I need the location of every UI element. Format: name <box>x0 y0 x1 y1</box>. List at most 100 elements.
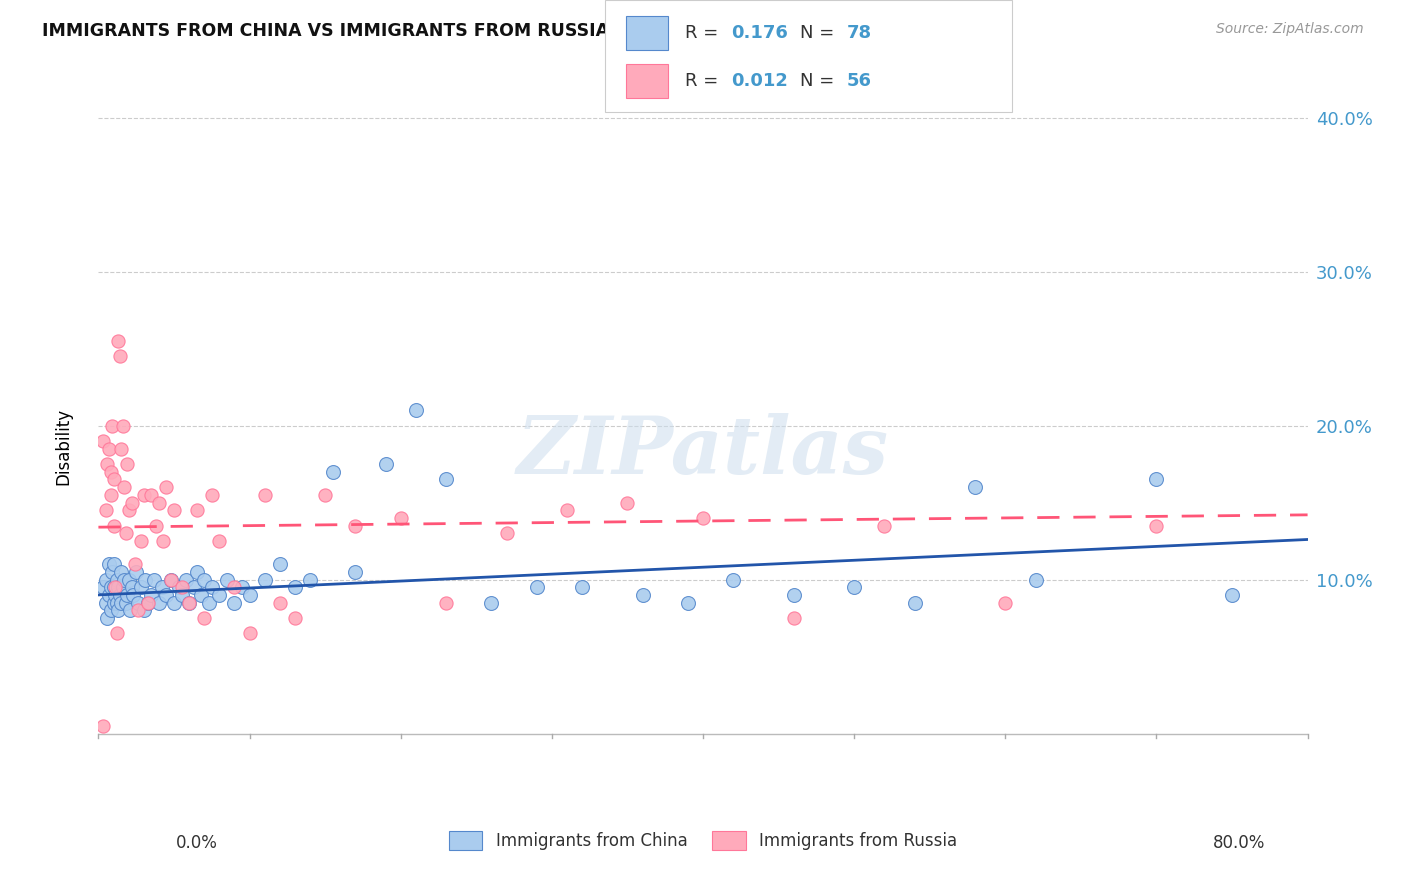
Point <box>101 418 124 433</box>
Point <box>134 573 156 587</box>
Point <box>103 596 125 610</box>
Point <box>239 588 262 602</box>
Point <box>1024 573 1046 587</box>
Point <box>616 495 638 509</box>
Text: 78: 78 <box>846 24 872 42</box>
Point <box>389 511 412 525</box>
Point <box>148 495 170 509</box>
Point <box>105 596 128 610</box>
Point <box>163 596 186 610</box>
Point <box>107 334 129 348</box>
Point <box>526 580 548 594</box>
Point <box>197 596 219 610</box>
Point <box>873 518 896 533</box>
Text: IMMIGRANTS FROM CHINA VS IMMIGRANTS FROM RUSSIA DISABILITY CORRELATION CHART: IMMIGRANTS FROM CHINA VS IMMIGRANTS FROM… <box>42 22 939 40</box>
Point <box>193 611 215 625</box>
Point <box>129 580 152 594</box>
Point <box>571 580 593 594</box>
Point <box>183 580 205 594</box>
Point <box>344 565 367 579</box>
Point <box>110 596 132 610</box>
Text: ZIPatlas: ZIPatlas <box>517 413 889 491</box>
Point <box>434 472 457 486</box>
Point <box>224 580 246 594</box>
Point <box>152 534 174 549</box>
Point <box>299 573 322 587</box>
Point <box>143 573 166 587</box>
Point <box>201 488 224 502</box>
Point <box>100 488 122 502</box>
Point <box>145 518 167 533</box>
Point <box>132 488 155 502</box>
Point <box>170 588 193 602</box>
Point <box>284 580 307 594</box>
Point <box>783 588 806 602</box>
Point <box>141 588 163 602</box>
Point <box>208 588 231 602</box>
Point <box>103 472 125 486</box>
Point <box>105 626 128 640</box>
Point <box>150 580 173 594</box>
Point <box>100 580 122 594</box>
Point <box>132 603 155 617</box>
Point <box>141 488 163 502</box>
Point <box>125 565 148 579</box>
Point <box>224 596 246 610</box>
Point <box>160 573 183 587</box>
Point <box>104 580 127 594</box>
Point <box>190 588 212 602</box>
Point <box>1144 518 1167 533</box>
Text: Disability: Disability <box>55 408 72 484</box>
Point <box>121 580 143 594</box>
Text: R =: R = <box>685 24 724 42</box>
Point <box>170 580 193 594</box>
Point <box>115 588 138 602</box>
Legend: Immigrants from China, Immigrants from Russia: Immigrants from China, Immigrants from R… <box>443 824 963 856</box>
Point <box>112 573 135 587</box>
Point <box>179 596 201 610</box>
Point <box>136 596 159 610</box>
Point <box>965 480 987 494</box>
Point <box>121 495 143 509</box>
Point <box>103 580 125 594</box>
Point <box>495 526 517 541</box>
Point <box>231 580 253 594</box>
Point <box>122 588 145 602</box>
Point <box>105 573 128 587</box>
Point <box>96 611 118 625</box>
Point <box>94 503 117 517</box>
Point <box>91 580 114 594</box>
Point <box>186 503 208 517</box>
Point <box>322 465 344 479</box>
Point <box>994 596 1017 610</box>
Text: R =: R = <box>685 72 724 90</box>
Point <box>284 611 307 625</box>
Text: 0.012: 0.012 <box>731 72 787 90</box>
Point <box>100 465 122 479</box>
Point <box>155 588 177 602</box>
Point <box>98 442 121 456</box>
Point <box>374 457 396 471</box>
Point <box>107 603 129 617</box>
Point <box>107 580 129 594</box>
Point <box>692 511 714 525</box>
Point <box>103 557 125 571</box>
Point <box>239 626 262 640</box>
Point <box>201 580 224 594</box>
Point <box>631 588 654 602</box>
Point <box>269 557 291 571</box>
Text: N =: N = <box>800 72 839 90</box>
Text: 56: 56 <box>846 72 872 90</box>
Text: 80.0%: 80.0% <box>1213 834 1265 852</box>
Point <box>115 457 138 471</box>
Point <box>314 488 336 502</box>
Point <box>127 596 149 610</box>
Point <box>167 580 190 594</box>
Text: Source: ZipAtlas.com: Source: ZipAtlas.com <box>1216 22 1364 37</box>
Point <box>91 434 114 448</box>
Point <box>208 534 231 549</box>
Point <box>1220 588 1243 602</box>
Point <box>124 557 146 571</box>
Point <box>555 503 578 517</box>
Point <box>1144 472 1167 486</box>
